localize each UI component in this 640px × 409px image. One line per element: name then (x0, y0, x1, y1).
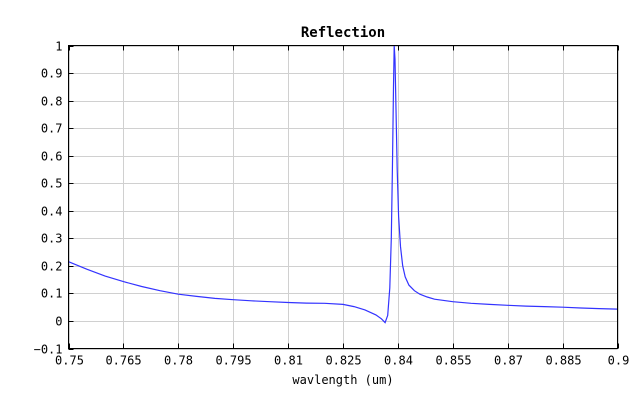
x-tick-label: 0.885 (545, 354, 581, 368)
y-tick-label: 0.6 (41, 150, 63, 164)
x-tick-label: 0.78 (164, 354, 193, 368)
y-tick-label: 0.1 (41, 287, 63, 301)
axis-ticks: 0.75 0.765 0.78 0.795 0.81 0.825 0.84 0.855 0.87… (34, 40, 630, 368)
y-tick-label: 0.7 (41, 122, 63, 136)
y-tick-label: 0.2 (41, 260, 63, 274)
x-axis-label: wavlength (um) (292, 373, 393, 387)
x-tick-label: 0.87 (494, 354, 523, 368)
x-tick-label: 0.9 (608, 354, 630, 368)
y-tick-label: 0.3 (41, 232, 63, 246)
y-tick-label: 0 (55, 315, 62, 329)
x-tick-label: 0.765 (105, 354, 141, 368)
grid (68, 45, 619, 350)
chart-title: Reflection (301, 25, 385, 41)
y-tick-label: −0.1 (34, 343, 63, 357)
x-tick-label: 0.855 (435, 354, 471, 368)
x-tick-label: 0.84 (384, 354, 413, 368)
x-tick-label: 0.795 (215, 354, 251, 368)
reflection-series-line (68, 45, 618, 324)
y-tick-label: 1 (55, 40, 62, 54)
y-tick-label: 0.9 (41, 67, 63, 81)
x-tick-label: 0.81 (274, 354, 303, 368)
y-tick-label: 0.8 (41, 95, 63, 109)
x-tick-label: 0.75 (55, 354, 84, 368)
x-tick-label: 0.825 (325, 354, 361, 368)
y-tick-label: 0.5 (41, 177, 63, 191)
plot-frame (68, 45, 618, 349)
y-tick-label: 0.4 (41, 205, 63, 219)
